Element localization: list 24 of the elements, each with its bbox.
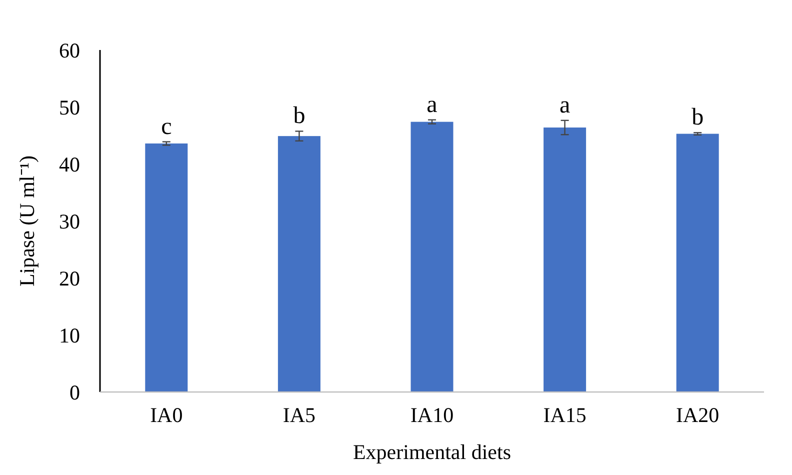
y-axis-title: Lipase (U ml⁻¹) [15,155,39,287]
bar [676,134,719,392]
x-tick-label: IA15 [543,403,586,427]
y-tick-label: 40 [59,152,80,176]
annotation: a [426,92,438,118]
bar [544,128,586,392]
y-tick-label: 10 [59,323,80,348]
bar [278,136,320,392]
y-tick-label: 20 [59,266,80,290]
y-tick-label: 30 [59,209,80,234]
x-tick-label: IA10 [410,403,454,427]
x-tick-label: IA5 [282,403,316,427]
x-tick-label: IA20 [676,403,720,427]
annotation: b [293,103,306,130]
y-tick-label: 60 [59,38,80,62]
y-tick-label: 0 [70,380,80,404]
y-tick-label: 50 [59,95,80,120]
bar [145,143,188,392]
annotation: c [161,114,172,140]
bar [410,122,454,392]
annotation: a [559,92,570,118]
annotation: b [692,104,704,131]
x-axis-title: Experimental diets [352,440,512,464]
x-tick-label: IA0 [150,403,183,427]
